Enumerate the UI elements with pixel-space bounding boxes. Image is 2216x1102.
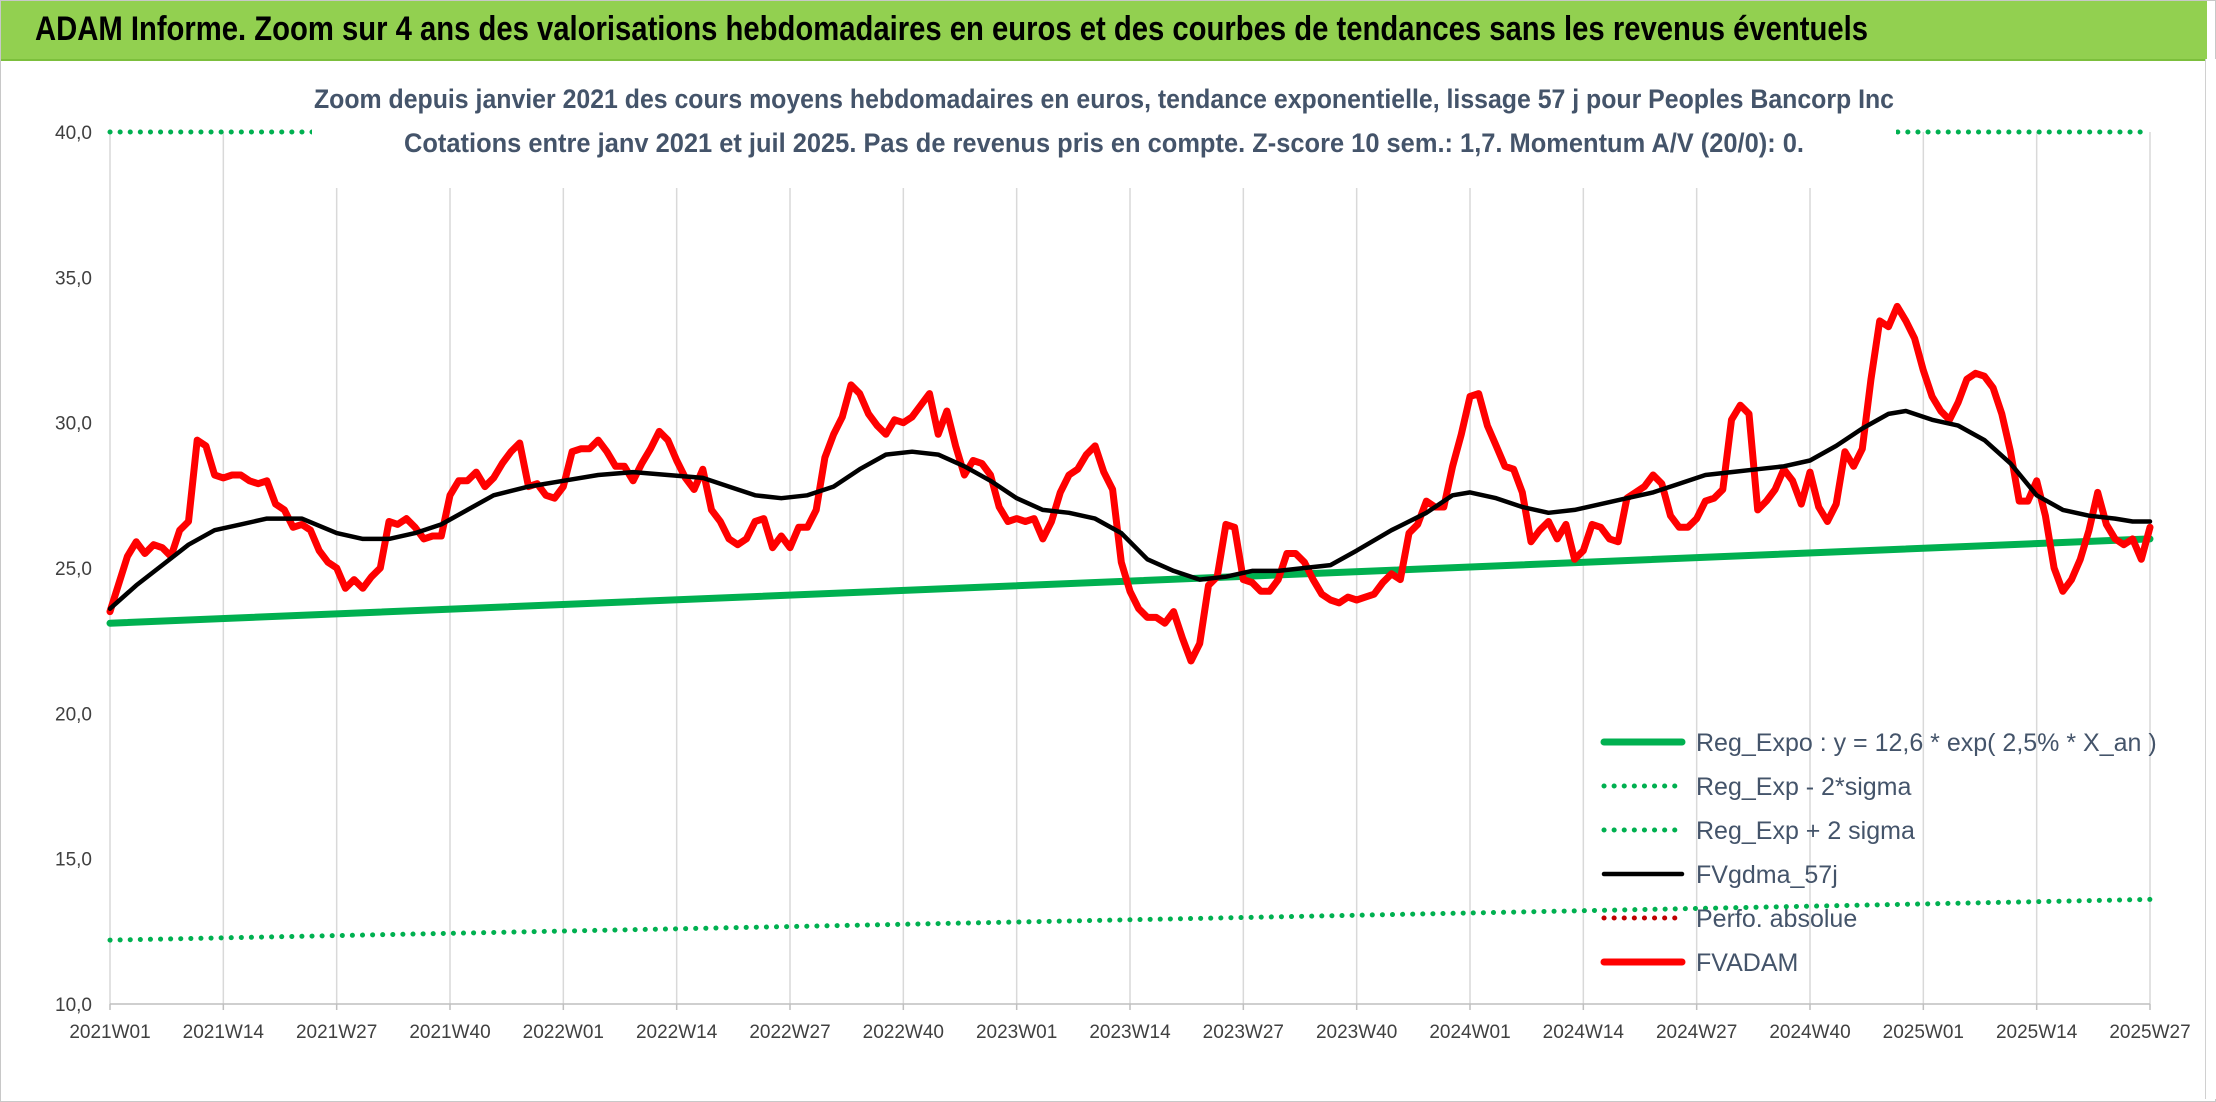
y-tick-label: 25,0 xyxy=(55,559,92,580)
y-tick-label: 15,0 xyxy=(55,850,92,871)
x-tick-label: 2024W40 xyxy=(1769,1022,1850,1043)
x-tick-label: 2023W27 xyxy=(1203,1022,1284,1043)
x-tick-label: 2025W14 xyxy=(1996,1022,2078,1043)
x-tick-label: 2025W27 xyxy=(2109,1022,2190,1043)
x-tick-label: 2021W40 xyxy=(409,1022,490,1043)
subtitle-backdrop xyxy=(312,68,1896,188)
legend-label-0: Reg_Expo : y = 12,6 * exp( 2,5% * X_an ) xyxy=(1696,729,2157,757)
chart-legend: Reg_Expo : y = 12,6 * exp( 2,5% * X_an )… xyxy=(1600,729,2157,977)
x-tick-label: 2024W27 xyxy=(1656,1022,1737,1043)
series-line-3 xyxy=(107,408,2153,611)
x-tick-label: 2024W01 xyxy=(1429,1022,1510,1043)
x-tick-label: 2021W27 xyxy=(296,1022,377,1043)
x-tick-label: 2025W01 xyxy=(1883,1022,1964,1043)
right-edge-panel xyxy=(2205,59,2216,1099)
x-tick-label: 2023W01 xyxy=(976,1022,1057,1043)
chart-title: Zoom depuis janvier 2021 des cours moyen… xyxy=(314,84,1894,114)
x-tick-label: 2023W14 xyxy=(1089,1022,1171,1043)
chart-series xyxy=(106,302,2154,665)
x-tick-label: 2023W40 xyxy=(1316,1022,1397,1043)
chart-subtitle: Cotations entre janv 2021 et juil 2025. … xyxy=(404,128,1804,158)
header-title: ADAM Informe. Zoom sur 4 ans des valoris… xyxy=(35,10,1868,48)
legend-label-5: FVADAM xyxy=(1696,949,1798,977)
chart-grid xyxy=(109,132,2151,1004)
x-tick-label: 2024W14 xyxy=(1543,1022,1625,1043)
x-tick-label: 2022W27 xyxy=(749,1022,830,1043)
legend-label-1: Reg_Exp - 2*sigma xyxy=(1696,773,1911,801)
x-tick-label: 2022W01 xyxy=(523,1022,604,1043)
legend-label-4: Perfo. absolue xyxy=(1696,905,1857,933)
y-tick-label: 10,0 xyxy=(55,995,92,1016)
x-tick-label: 2022W14 xyxy=(636,1022,718,1043)
legend-label-3: FVgdma_57j xyxy=(1696,861,1838,889)
series-line-5 xyxy=(106,302,2154,665)
x-tick-label: 2021W01 xyxy=(69,1022,150,1043)
line-chart: Zoom depuis janvier 2021 des cours moyen… xyxy=(55,68,2191,1043)
header-bar: ADAM Informe. Zoom sur 4 ans des valoris… xyxy=(1,1,2207,61)
legend-label-2: Reg_Exp + 2 sigma xyxy=(1696,817,1915,845)
chart-axes: 2021W01 2021W14 2021W27 2021W40 2022W01 2022W… xyxy=(55,123,2191,1043)
y-tick-label: 35,0 xyxy=(55,268,92,289)
series-line-1 xyxy=(107,896,2153,943)
x-tick-label: 2022W40 xyxy=(863,1022,944,1043)
y-tick-label: 30,0 xyxy=(55,414,92,435)
x-tick-label: 2021W14 xyxy=(183,1022,265,1043)
y-tick-label: 20,0 xyxy=(55,704,92,725)
y-tick-label: 40,0 xyxy=(55,123,92,144)
